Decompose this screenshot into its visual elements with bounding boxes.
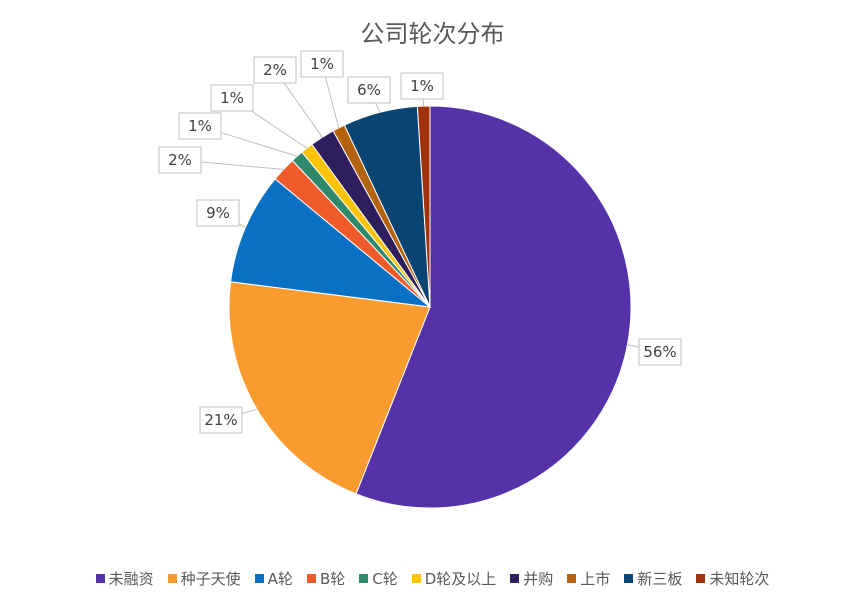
legend-item: B轮 <box>306 568 346 589</box>
legend-item: 上市 <box>567 568 610 589</box>
data-label-text: 56% <box>643 343 676 361</box>
legend-label: 上市 <box>580 570 611 588</box>
legend-item: 未知轮次 <box>696 568 769 589</box>
legend-swatch <box>306 574 316 583</box>
legend-label: A轮 <box>267 570 293 588</box>
legend-label: 并购 <box>523 570 554 588</box>
data-label-box <box>178 112 222 140</box>
data-label-box <box>253 56 297 84</box>
data-labels: 56% 21% 9% 2% 1% 1% 2% 1% 6% 1% <box>158 50 682 434</box>
data-label-box <box>300 50 344 78</box>
data-label-text: 9% <box>206 204 230 222</box>
data-label-0: 56% <box>638 338 682 366</box>
chart-title: 公司轮次分布 <box>360 20 505 48</box>
legend-label: 未融资 <box>108 570 154 588</box>
data-label-box <box>638 338 682 366</box>
legend-swatch <box>167 574 177 583</box>
legend-item: 并购 <box>510 568 553 589</box>
legend-swatch <box>567 574 577 583</box>
data-label-1: 21% <box>199 406 243 434</box>
legend-swatch <box>510 574 520 583</box>
legend-item: C轮 <box>359 568 398 589</box>
legend-swatch <box>624 574 634 583</box>
legend-label: B轮 <box>319 570 346 588</box>
data-label-6: 2% <box>253 56 297 84</box>
legend-label: 种子天使 <box>180 570 241 588</box>
legend-swatch <box>411 574 421 583</box>
data-label-9: 1% <box>400 72 444 100</box>
legend-item: A轮 <box>254 568 293 589</box>
data-label-text: 6% <box>357 81 381 99</box>
data-label-8: 6% <box>347 76 391 104</box>
data-label-text: 2% <box>263 61 287 79</box>
data-label-text: 1% <box>188 117 212 135</box>
data-label-5: 1% <box>210 84 254 112</box>
legend-item: 种子天使 <box>167 568 241 589</box>
data-label-text: 1% <box>310 55 334 73</box>
legend-item: D轮及以上 <box>411 568 497 589</box>
legend-swatch <box>359 574 369 583</box>
legend-label: D轮及以上 <box>424 570 497 588</box>
data-label-text: 1% <box>410 77 434 95</box>
data-label-box <box>347 76 391 104</box>
data-label-box <box>158 146 202 174</box>
legend-swatch <box>696 574 706 583</box>
pie-slice-9 <box>416 105 431 308</box>
data-label-text: 2% <box>168 151 192 169</box>
data-label-4: 1% <box>178 112 222 140</box>
data-label-text: 1% <box>220 89 244 107</box>
data-label-text: 21% <box>204 411 237 429</box>
legend-swatch <box>254 574 264 583</box>
data-label-box <box>210 84 254 112</box>
legend-label: C轮 <box>372 570 398 588</box>
data-label-3: 2% <box>158 146 202 174</box>
data-label-box <box>196 199 240 227</box>
legend-label: 新三板 <box>637 570 683 588</box>
data-label-2: 9% <box>196 199 240 227</box>
legend: 未融资 种子天使 A轮 B轮 C轮 D轮及以上 并购 上市 新三板 未知轮次 <box>0 568 865 589</box>
pie-slice-1 <box>228 281 431 495</box>
pie-slice-2 <box>230 178 432 308</box>
legend-item: 未融资 <box>95 568 154 589</box>
data-label-box <box>199 406 243 434</box>
legend-swatch <box>95 574 105 583</box>
data-label-7: 1% <box>300 50 344 78</box>
legend-label: 未知轮次 <box>709 570 770 588</box>
legend-item: 新三板 <box>624 568 682 589</box>
data-label-box <box>400 72 444 100</box>
